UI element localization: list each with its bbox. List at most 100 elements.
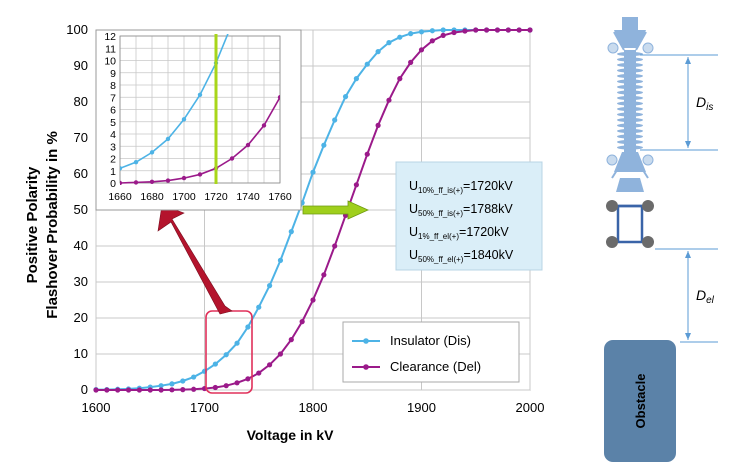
data-point xyxy=(451,29,457,36)
del-label-main: D xyxy=(696,287,706,303)
dis-label: Dis xyxy=(696,94,713,113)
data-point xyxy=(364,151,370,157)
data-point xyxy=(473,27,479,33)
insulator-shed xyxy=(617,90,643,95)
data-point xyxy=(408,59,414,65)
insulator-shed xyxy=(617,84,643,90)
inset-data-point xyxy=(277,95,280,100)
data-point xyxy=(115,387,121,393)
insulator-shed xyxy=(617,117,643,123)
legend-swatch-marker xyxy=(363,338,369,344)
inset-chart: 1660 1680 1700 1720 1740 1760 012345678910111… xyxy=(95,29,302,211)
y-tick-label: 40 xyxy=(74,238,88,253)
data-point xyxy=(386,40,392,46)
inset-y-tick-label: 11 xyxy=(105,43,116,55)
data-point xyxy=(440,32,446,39)
inset-x-tick-labels: 1660 1680 1700 1720 1740 1760 xyxy=(108,191,292,203)
inset-data-point xyxy=(261,123,267,128)
inset-y-tick-label: 7 xyxy=(110,92,116,104)
x-tick-labels: 1600 1700 1800 1900 2000 xyxy=(82,400,545,415)
inset-y-tick-label: 2 xyxy=(110,154,116,166)
legend: Insulator (Dis) Clearance (Del) xyxy=(342,321,520,383)
data-point xyxy=(494,27,501,33)
y-axis-label-line1: Positive Polarity xyxy=(24,166,41,283)
inset-data-point xyxy=(181,117,187,122)
inset-data-point xyxy=(245,142,251,148)
main-series xyxy=(93,27,533,393)
inset-y-tick-label: 10 xyxy=(104,56,116,68)
inset-data-point xyxy=(120,180,123,185)
info-value: =1720kV xyxy=(463,179,513,193)
data-point xyxy=(386,97,392,103)
x-tick-label: 1700 xyxy=(190,400,219,415)
x-tick-label: 1800 xyxy=(299,400,328,415)
inset-y-tick-label: 5 xyxy=(110,117,116,129)
conductor-frame xyxy=(616,204,644,244)
data-point xyxy=(364,61,370,67)
del-label-sub: el xyxy=(706,295,715,306)
insulator-shed xyxy=(617,57,643,62)
inset-grid xyxy=(119,35,281,184)
obstacle-block xyxy=(604,340,676,462)
subconductor-br xyxy=(642,236,654,248)
data-point xyxy=(169,381,175,387)
data-point xyxy=(277,257,284,263)
y-tick-label: 70 xyxy=(74,130,88,145)
info-row: U50%_ff_is(+)=1788kV xyxy=(409,202,513,218)
data-point xyxy=(310,169,316,175)
del-label: Del xyxy=(696,287,715,306)
inset-x-tick-label: 1700 xyxy=(172,191,196,203)
data-point xyxy=(267,362,273,368)
info-rows: U10%_ff_is(+)=1720kVU50%_ff_is(+)=1788kV… xyxy=(409,179,514,264)
y-tick-label: 20 xyxy=(74,310,88,325)
data-point xyxy=(397,34,403,40)
info-subscript: 10%_ff_is(+) xyxy=(418,186,463,195)
insulator-shed xyxy=(617,51,643,57)
info-box: U10%_ff_is(+)=1720kVU50%_ff_is(+)=1788kV… xyxy=(395,161,543,271)
inset-data-point xyxy=(229,156,235,161)
inset-data-point xyxy=(149,150,155,155)
inset-data-point xyxy=(165,136,171,142)
info-row: U10%_ff_is(+)=1720kV xyxy=(409,179,513,195)
data-point xyxy=(418,47,425,53)
data-point xyxy=(321,272,327,278)
data-point xyxy=(234,340,240,346)
inset-y-tick-label: 12 xyxy=(104,31,116,43)
inset-series-line-1 xyxy=(120,96,280,184)
inset-data-point xyxy=(133,180,139,185)
data-point xyxy=(267,283,273,289)
data-point xyxy=(245,324,251,330)
inset-data-point xyxy=(133,159,139,165)
inset-y-tick-label: 0 xyxy=(110,178,116,190)
data-point xyxy=(397,76,403,82)
inset-plot-frame xyxy=(119,35,281,184)
data-point xyxy=(342,94,349,100)
info-subscript: 50%_ff_is(+) xyxy=(418,209,463,218)
inset-data-point xyxy=(181,175,187,181)
corona-ring-left xyxy=(607,42,619,54)
info-symbol: U xyxy=(409,225,418,239)
inset-series xyxy=(120,34,280,185)
insulator-shed xyxy=(617,79,643,84)
insulator-top-cap xyxy=(622,17,638,31)
data-point xyxy=(484,27,490,33)
inset-data-point xyxy=(120,166,123,171)
corona-ring-right xyxy=(642,42,654,54)
insulator-shed xyxy=(617,128,643,134)
y-tick-labels: 0 10 20 30 40 50 60 70 80 90 100 xyxy=(66,22,88,397)
inset-data-point xyxy=(165,178,171,183)
data-point xyxy=(158,383,164,389)
info-value: =1788kV xyxy=(463,202,513,216)
insulator-shed xyxy=(617,112,643,117)
insulator-shed xyxy=(617,134,643,139)
insulator-shed xyxy=(617,101,643,106)
data-point xyxy=(299,319,305,325)
insulator-bottom-fitting xyxy=(614,152,646,172)
y-axis-label-line2: Flashover Probability in % xyxy=(44,131,61,319)
info-subscript: 1%_ff_el(+) xyxy=(418,232,459,241)
insulator-shed xyxy=(617,139,643,145)
data-point xyxy=(147,387,153,393)
data-point xyxy=(375,122,381,128)
data-point xyxy=(353,182,359,188)
